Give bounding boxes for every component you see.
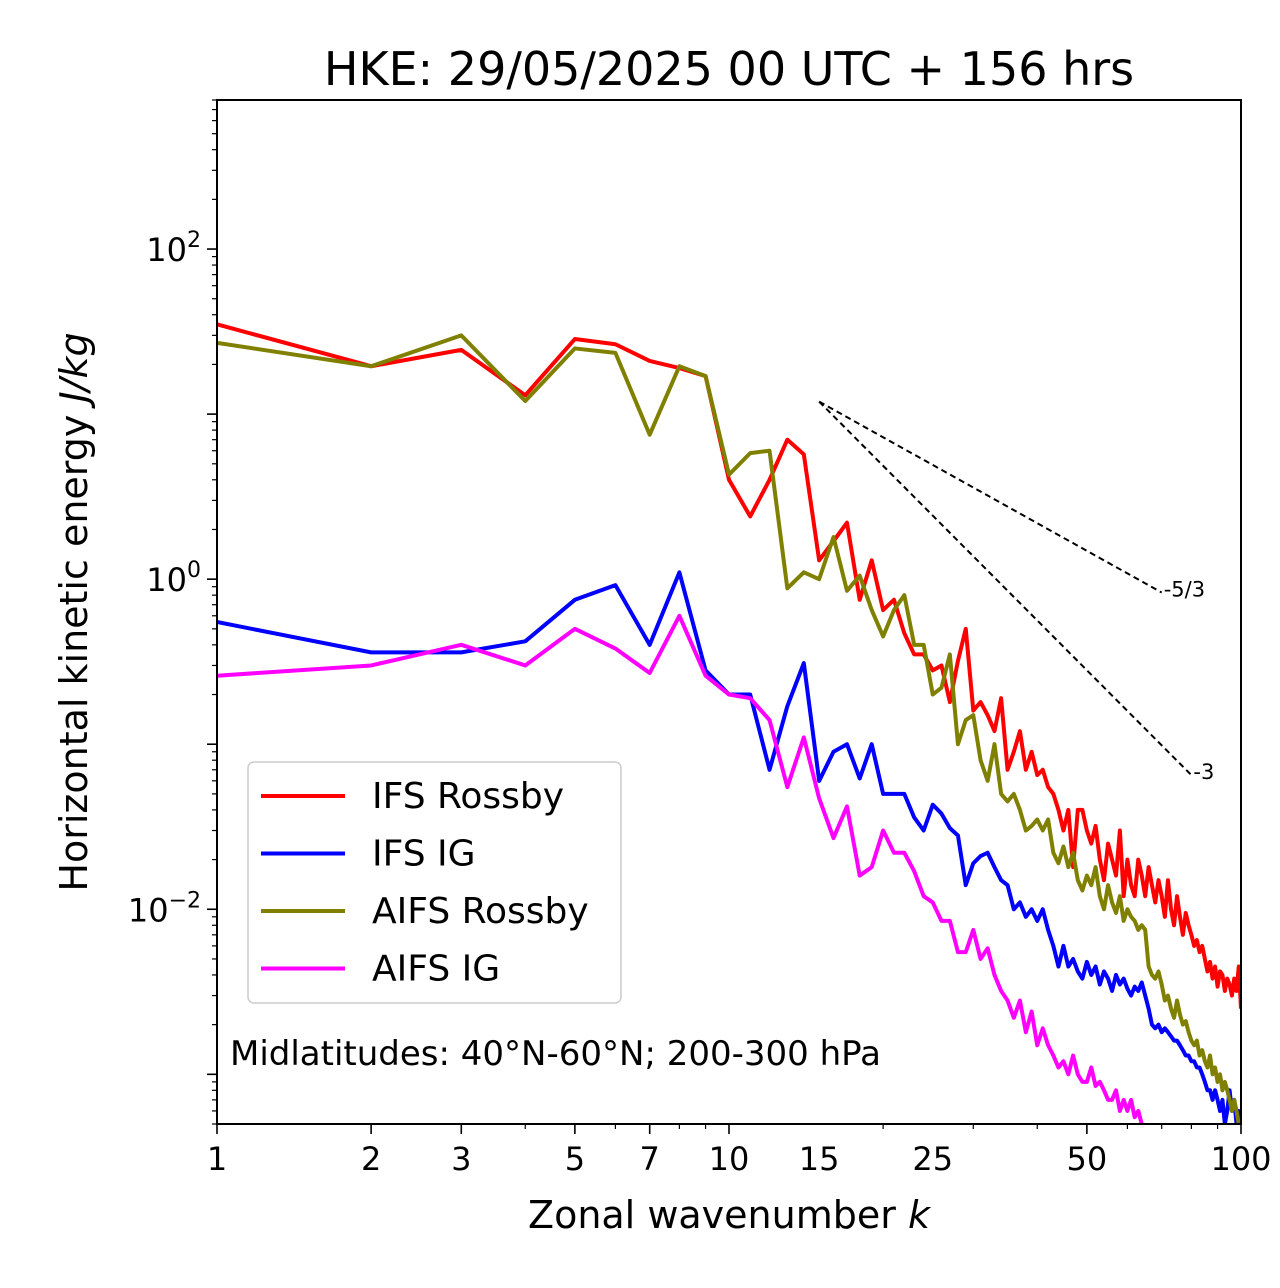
- legend: IFS Rossby IFS IG AIFS Rossby AIFS IG: [247, 761, 622, 1004]
- legend-items: IFS Rossby IFS IG AIFS Rossby AIFS IG: [261, 776, 589, 990]
- x-tick-label: 7: [640, 1140, 660, 1178]
- series-line-ifs-ig: [217, 570, 1241, 1124]
- x-tick-label: 5: [565, 1140, 585, 1178]
- y-axis-label: Horizontal kinetic energy J/kg: [52, 332, 96, 891]
- y-tick-label: 10−2: [128, 888, 201, 929]
- x-tick-label: 100: [1210, 1140, 1271, 1178]
- y-axis-ticks: 10−2 100 102: [128, 99, 217, 1125]
- series-line-ifs-rossby: [217, 322, 1241, 1009]
- chart-title: HKE: 29/05/2025 00 UTC + 156 hrs: [324, 42, 1134, 96]
- y-tick-label: 102: [146, 228, 201, 269]
- series-line-aifs-rossby: [217, 333, 1241, 1124]
- legend-label-aifs-ig: AIFS IG: [372, 949, 500, 990]
- series-line-aifs-ig: [217, 613, 1144, 1124]
- x-tick-label: 2: [361, 1140, 381, 1178]
- x-tick-label: 15: [799, 1140, 840, 1178]
- legend-label-aifs-rossby: AIFS Rossby: [372, 891, 589, 932]
- region-annotation: Midlatitudes: 40°N-60°N; 200-300 hPa: [230, 1034, 881, 1074]
- slope-line-0: [818, 400, 1163, 594]
- x-axis-ticks: 1 2 3 5 7 10 15 25 50 100: [207, 1124, 1272, 1178]
- slope-label-0: -5/3: [1164, 578, 1205, 602]
- x-tick-label: 50: [1067, 1140, 1108, 1178]
- legend-box: [247, 761, 622, 1004]
- slope-line-1: [818, 400, 1193, 776]
- reference-slopes: -5/3 -3: [818, 400, 1214, 784]
- x-tick-label: 25: [912, 1140, 953, 1178]
- legend-label-ifs-rossby: IFS Rossby: [372, 776, 564, 817]
- y-tick-label: 100: [146, 558, 201, 599]
- slope-label-1: -3: [1193, 760, 1214, 784]
- x-axis-label: Zonal wavenumber k: [528, 1193, 932, 1237]
- series-layer: [217, 322, 1241, 1124]
- legend-label-ifs-ig: IFS IG: [372, 834, 476, 875]
- x-tick-label: 10: [709, 1140, 750, 1178]
- x-tick-label: 3: [451, 1140, 471, 1178]
- x-tick-label: 1: [207, 1140, 227, 1178]
